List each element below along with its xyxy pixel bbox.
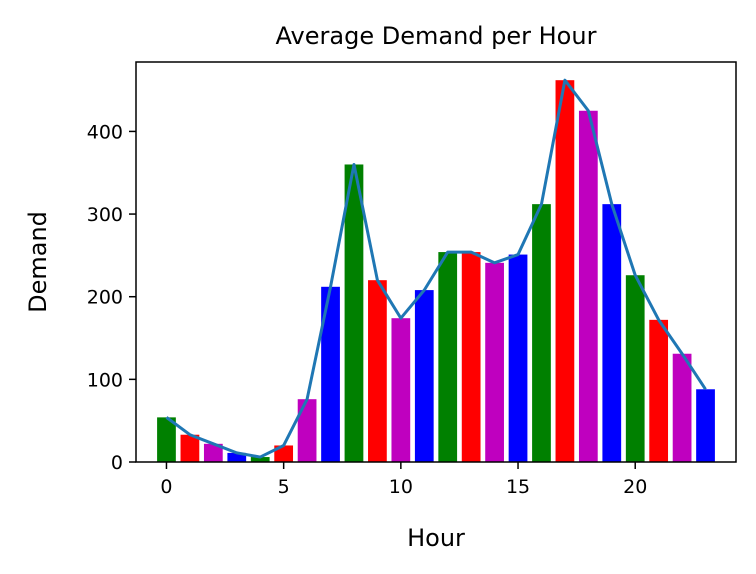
x-tick-label: 15 [506,476,530,498]
bar-hour-12 [438,252,458,462]
bar-hour-7 [321,286,340,462]
bar-hour-4 [250,457,270,462]
y-axis-label: Demand [24,211,52,313]
x-tick-label: 5 [278,476,290,498]
bar-hour-19 [602,204,622,463]
bar-hour-10 [391,318,411,462]
x-tick-label: 20 [623,476,647,498]
bar-hour-3 [227,452,247,462]
bar-hour-0 [157,417,176,462]
bar-hour-14 [485,262,504,462]
y-tick-label: 100 [87,369,123,391]
bar-hour-5 [274,445,294,462]
bar-hour-8 [344,164,364,462]
y-tick-label: 0 [111,452,123,474]
x-tick-label: 0 [160,476,172,498]
chart-title: Average Demand per Hour [276,22,597,50]
bar-hour-18 [578,110,598,463]
bar-hour-21 [649,319,669,462]
bar-hour-13 [461,252,481,462]
bar-series [157,80,715,463]
plot-area [135,61,737,463]
bar-hour-17 [555,80,575,462]
bar-hour-2 [203,443,223,462]
bar-hour-9 [368,280,387,462]
bar-hour-20 [625,275,645,462]
y-tick-label: 400 [87,121,123,143]
bar-hour-1 [180,434,200,462]
bar-hour-11 [414,290,434,462]
bar-hour-16 [532,204,551,463]
x-axis-ticks: 0 5 10 15 20 [160,462,647,498]
axes-frame [135,61,737,463]
bar-hour-22 [672,353,692,462]
y-tick-label: 300 [87,204,123,226]
x-axis-label: Hour [407,524,465,552]
bar-hour-23 [696,389,715,462]
y-axis-ticks: 0 100 200 300 400 [87,121,136,474]
bar-hour-15 [508,254,528,462]
demand-line [165,78,707,459]
x-tick-label: 10 [389,476,413,498]
y-tick-label: 200 [87,287,123,309]
bar-hour-6 [297,399,317,462]
